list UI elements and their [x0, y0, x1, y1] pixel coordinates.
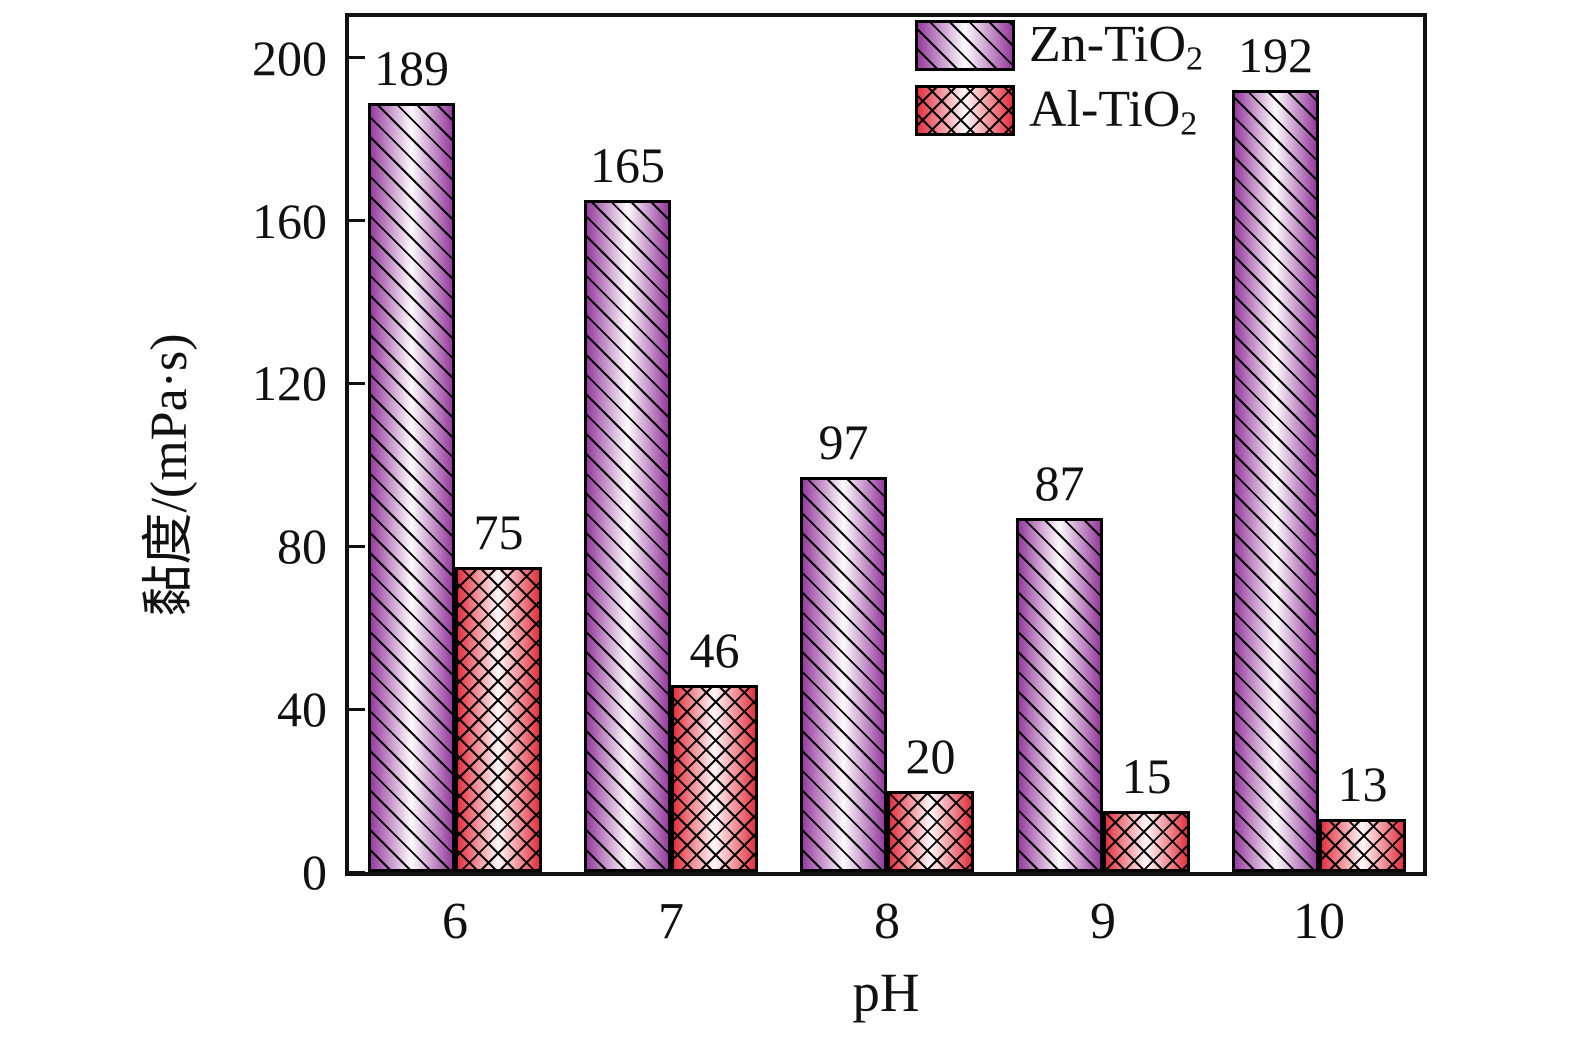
x-tick-label: 7	[658, 893, 684, 950]
x-tick-label: 10	[1293, 893, 1345, 950]
y-tick-mark	[349, 219, 365, 223]
bar-zn-tio2-ph10	[1232, 90, 1319, 872]
legend-label-al-tio2: Al-TiO2	[1029, 81, 1198, 143]
bar-value-label: 15	[1121, 747, 1172, 804]
bar-value-label: 75	[473, 503, 524, 560]
y-tick-label: 160	[252, 192, 327, 249]
bar-al-tio2-ph6	[455, 566, 542, 872]
legend-item-zn-tio2: Zn-TiO2	[915, 16, 1204, 78]
bar-value-label: 46	[689, 621, 740, 678]
bar-zn-tio2-ph9	[1016, 517, 1103, 872]
x-axis-title: pH	[852, 962, 920, 1023]
bar-al-tio2-ph10	[1319, 819, 1406, 872]
bar-value-label: 20	[905, 727, 956, 784]
bar-zn-tio2-ph6	[368, 102, 455, 872]
x-tick-label: 9	[1090, 893, 1116, 950]
y-tick-mark	[349, 707, 365, 711]
y-tick-label: 80	[277, 518, 327, 575]
y-tick-mark	[349, 56, 365, 60]
bar-zn-tio2-ph7	[584, 200, 671, 872]
bar-al-tio2-ph7	[671, 684, 758, 872]
bar-value-label: 13	[1337, 756, 1388, 813]
bar-zn-tio2-ph8	[800, 477, 887, 872]
y-tick-mark	[349, 870, 365, 874]
bar-value-label: 87	[1034, 454, 1085, 511]
y-tick-label: 120	[252, 355, 327, 412]
legend-label-zn-tio2: Zn-TiO2	[1029, 16, 1204, 78]
legend: Zn-TiO2 Al-TiO2	[915, 19, 1203, 149]
y-tick-mark	[349, 544, 365, 548]
bar-value-label: 192	[1238, 27, 1313, 84]
bar-al-tio2-ph9	[1103, 810, 1190, 872]
x-tick-label: 6	[442, 893, 468, 950]
y-tick-mark	[349, 381, 365, 385]
bar-value-label: 165	[590, 137, 665, 194]
y-tick-label: 200	[252, 29, 327, 86]
bar-value-label: 189	[374, 39, 449, 96]
y-tick-label: 0	[302, 844, 327, 900]
legend-swatch-al-tio2-icon	[915, 84, 1015, 136]
bar-al-tio2-ph8	[887, 790, 974, 872]
legend-swatch-zn-tio2-icon	[915, 19, 1015, 71]
y-tick-label: 40	[277, 681, 327, 738]
legend-item-al-tio2: Al-TiO2	[915, 81, 1203, 143]
x-tick-label: 8	[874, 893, 900, 950]
bar-value-label: 97	[818, 414, 869, 471]
